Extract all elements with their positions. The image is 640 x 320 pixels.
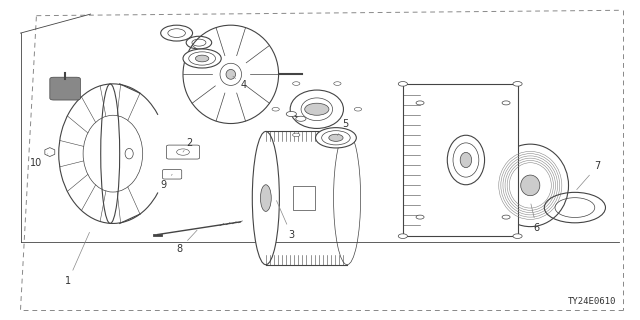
Circle shape <box>398 234 408 238</box>
Circle shape <box>272 108 279 111</box>
Circle shape <box>416 215 424 219</box>
Circle shape <box>513 234 522 238</box>
Circle shape <box>286 111 296 116</box>
Ellipse shape <box>125 148 133 159</box>
Ellipse shape <box>226 69 236 79</box>
FancyBboxPatch shape <box>163 170 182 179</box>
Circle shape <box>355 108 362 111</box>
Circle shape <box>292 82 300 85</box>
Text: 4: 4 <box>233 76 246 91</box>
Circle shape <box>334 82 341 85</box>
Ellipse shape <box>290 90 344 128</box>
Circle shape <box>416 101 424 105</box>
Circle shape <box>398 82 408 86</box>
Text: 10: 10 <box>30 154 47 168</box>
Ellipse shape <box>260 185 271 212</box>
FancyBboxPatch shape <box>166 145 200 159</box>
Ellipse shape <box>220 63 241 85</box>
FancyBboxPatch shape <box>293 186 315 210</box>
Circle shape <box>296 116 306 121</box>
Circle shape <box>292 133 300 137</box>
Circle shape <box>513 82 522 86</box>
Circle shape <box>334 133 341 137</box>
Ellipse shape <box>195 55 209 62</box>
FancyBboxPatch shape <box>50 77 81 100</box>
Ellipse shape <box>183 49 221 68</box>
Ellipse shape <box>252 132 280 265</box>
Text: 3: 3 <box>276 201 294 240</box>
Text: 1: 1 <box>65 232 90 285</box>
Text: TY24E0610: TY24E0610 <box>568 297 616 306</box>
Polygon shape <box>45 148 55 156</box>
Text: 8: 8 <box>177 230 197 254</box>
Ellipse shape <box>316 128 356 148</box>
Ellipse shape <box>460 152 472 168</box>
Ellipse shape <box>521 175 540 196</box>
Text: 5: 5 <box>337 118 349 135</box>
Text: 9: 9 <box>161 174 172 190</box>
Text: 6: 6 <box>531 204 540 233</box>
Text: 2: 2 <box>183 138 193 152</box>
Circle shape <box>305 103 329 115</box>
Text: 7: 7 <box>577 161 600 190</box>
Circle shape <box>502 101 510 105</box>
Polygon shape <box>403 84 518 236</box>
Ellipse shape <box>329 134 343 141</box>
Circle shape <box>502 215 510 219</box>
Ellipse shape <box>492 144 568 227</box>
